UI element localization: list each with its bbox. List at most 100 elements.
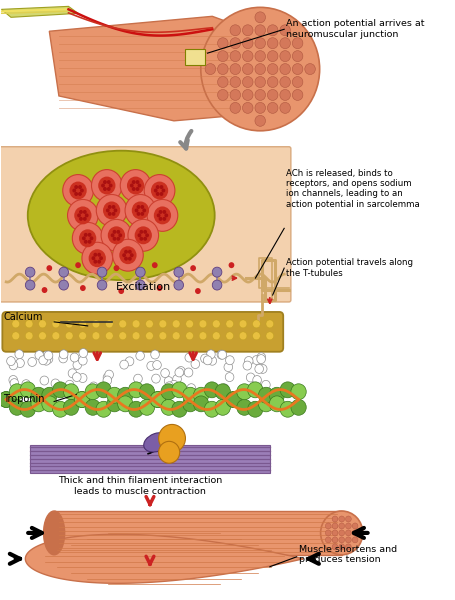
Circle shape (352, 530, 358, 536)
Circle shape (0, 392, 14, 407)
Circle shape (91, 256, 96, 260)
Circle shape (292, 38, 303, 49)
Circle shape (139, 400, 155, 415)
Circle shape (103, 373, 112, 382)
Circle shape (42, 396, 57, 412)
Circle shape (207, 350, 215, 359)
Circle shape (9, 361, 18, 370)
Circle shape (35, 350, 44, 359)
Circle shape (172, 382, 187, 398)
Circle shape (146, 320, 153, 328)
Circle shape (20, 401, 35, 417)
Circle shape (157, 285, 162, 291)
Circle shape (230, 103, 241, 113)
Circle shape (325, 537, 331, 543)
Circle shape (154, 206, 171, 224)
Circle shape (305, 64, 315, 74)
Circle shape (137, 184, 142, 188)
Circle shape (10, 400, 25, 415)
Text: Calcium: Calcium (3, 312, 43, 322)
Circle shape (92, 320, 100, 328)
Circle shape (205, 64, 216, 74)
Circle shape (114, 265, 119, 271)
Circle shape (93, 260, 97, 263)
Circle shape (186, 320, 193, 328)
Circle shape (111, 212, 116, 216)
Circle shape (101, 184, 105, 188)
Circle shape (159, 332, 167, 340)
Circle shape (191, 359, 200, 368)
Circle shape (253, 332, 260, 340)
Circle shape (96, 194, 127, 226)
Bar (30, 445, 270, 473)
Circle shape (199, 332, 207, 340)
Text: Action potential travels along
the T-tubules: Action potential travels along the T-tub… (286, 258, 413, 278)
Circle shape (132, 180, 136, 184)
Circle shape (70, 353, 79, 362)
Circle shape (185, 353, 193, 362)
Circle shape (131, 383, 140, 392)
Circle shape (325, 523, 331, 529)
Circle shape (64, 400, 79, 415)
Circle shape (114, 208, 117, 212)
Circle shape (239, 332, 247, 340)
Circle shape (184, 368, 193, 377)
Circle shape (59, 350, 68, 359)
Circle shape (173, 374, 182, 383)
Circle shape (292, 50, 303, 62)
Circle shape (141, 205, 144, 209)
Circle shape (118, 233, 122, 237)
Circle shape (280, 50, 290, 62)
Circle shape (89, 249, 106, 267)
Circle shape (136, 180, 139, 184)
Circle shape (157, 214, 161, 217)
Circle shape (85, 214, 89, 217)
Circle shape (243, 38, 253, 49)
Circle shape (243, 25, 253, 36)
Circle shape (339, 537, 344, 543)
Circle shape (253, 376, 262, 385)
Text: ACh is released, binds to
receptors, and opens sodium
ion channels, leading to a: ACh is released, binds to receptors, and… (286, 169, 420, 209)
Circle shape (226, 356, 234, 365)
Circle shape (92, 332, 100, 340)
Circle shape (44, 351, 53, 360)
Circle shape (201, 354, 209, 363)
Circle shape (162, 217, 166, 221)
Circle shape (193, 387, 209, 403)
Circle shape (127, 176, 144, 194)
Circle shape (142, 208, 146, 212)
Circle shape (230, 77, 241, 88)
Circle shape (217, 350, 226, 359)
Circle shape (266, 320, 273, 328)
Circle shape (269, 387, 284, 403)
Circle shape (177, 367, 185, 376)
Circle shape (226, 332, 233, 340)
Circle shape (187, 384, 196, 392)
Circle shape (83, 210, 87, 214)
Circle shape (59, 354, 67, 363)
Circle shape (25, 267, 35, 277)
Circle shape (72, 188, 76, 193)
Circle shape (174, 267, 183, 277)
Circle shape (9, 376, 18, 385)
Circle shape (151, 350, 159, 359)
Text: Thick and thin filament interaction
leads to muscle contraction: Thick and thin filament interaction lead… (58, 476, 222, 496)
Circle shape (156, 192, 160, 196)
Circle shape (66, 332, 73, 340)
Circle shape (255, 77, 265, 88)
Circle shape (39, 320, 46, 328)
Circle shape (243, 64, 253, 74)
Circle shape (280, 89, 290, 100)
Circle shape (164, 377, 173, 386)
Circle shape (112, 237, 116, 241)
Circle shape (0, 392, 14, 407)
Circle shape (108, 205, 111, 209)
Circle shape (12, 320, 20, 328)
Circle shape (78, 192, 82, 196)
Circle shape (212, 320, 220, 328)
Circle shape (136, 280, 145, 290)
Circle shape (59, 267, 69, 277)
Circle shape (137, 233, 142, 237)
Circle shape (332, 530, 338, 536)
Circle shape (134, 374, 142, 383)
